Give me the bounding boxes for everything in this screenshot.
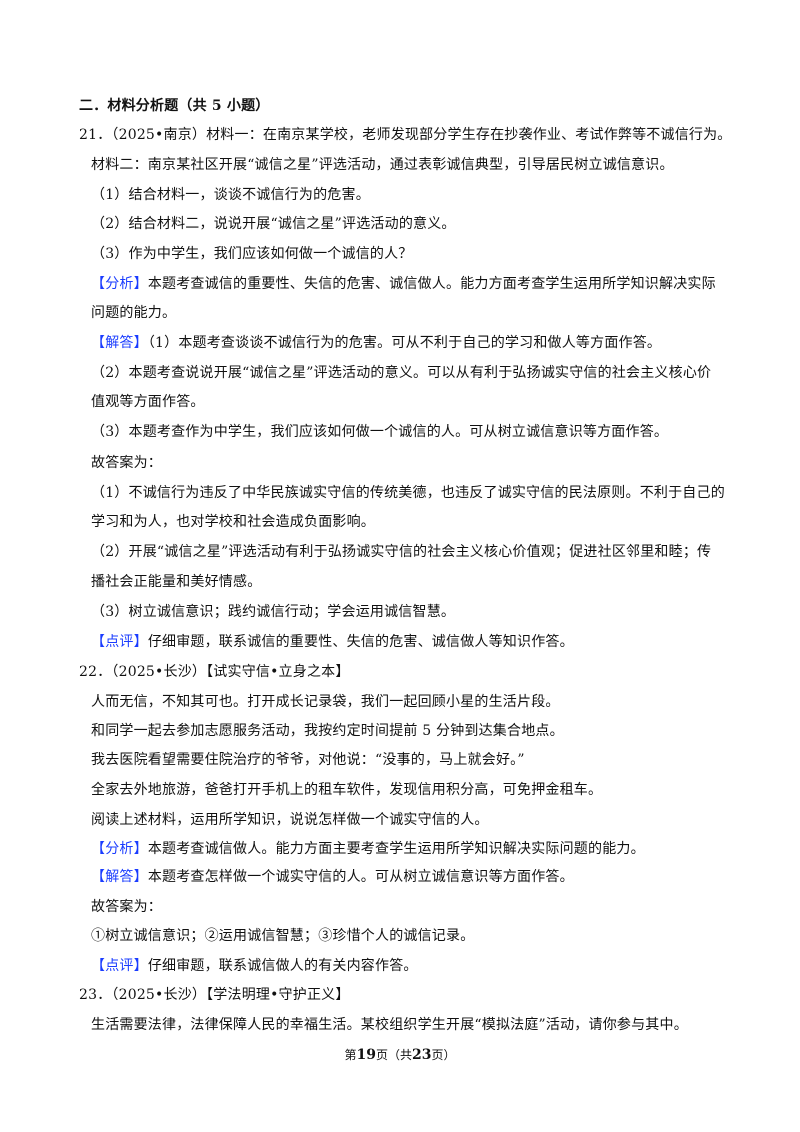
text-line: （2）本题考查说说开展“诚信之星”评选活动的意义。可以从有利于弘扬诚实守信的社会… xyxy=(91,364,711,382)
section-tag: 【分析】 xyxy=(91,276,148,292)
text-line: 材料二：南京某社区开展“诚信之星”评选活动，通过表彰诚信典型，引导居民树立诚信意… xyxy=(91,156,674,174)
line-text: 生活需要法律，法律保障人民的幸福生活。某校组织学生开展“模拟法庭”活动，请你参与… xyxy=(91,1017,688,1033)
page-footer: 第19页（共23页） xyxy=(0,1046,800,1063)
section-tag: 【解答】 xyxy=(91,335,148,351)
line-text: 材料二：南京某社区开展“诚信之星”评选活动，通过表彰诚信典型，引导居民树立诚信意… xyxy=(91,157,674,173)
section-heading: 二．材料分析题（共 5 小题） xyxy=(79,98,270,114)
text-line: 阅读上述材料，运用所学知识，说说怎样做一个诚实守信的人。 xyxy=(91,811,489,829)
text-line: 值观等方面作答。 xyxy=(91,393,205,411)
text-line: 22．（2025•长沙）【试实守信•立身之本】 xyxy=(79,663,350,681)
footer-prefix: 第 xyxy=(344,1048,357,1062)
line-text: 阅读上述材料，运用所学知识，说说怎样做一个诚实守信的人。 xyxy=(91,812,489,828)
text-line: 人而无信，不知其可也。打开成长记录袋，我们一起回顾小星的生活片段。 xyxy=(91,693,560,711)
text-line: 我去医院看望需要住院治疗的爷爷，对他说：“没事的，马上就会好。” xyxy=(91,751,525,769)
text-line: 【分析】本题考查诚信做人。能力方面主要考查学生运用所学知识解决实际问题的能力。 xyxy=(91,840,645,858)
line-text: （1）不诚信行为违反了中华民族诚实守信的传统美德，也违反了诚实守信的民法原则。不… xyxy=(91,485,725,501)
line-text: 我去医院看望需要住院治疗的爷爷，对他说：“没事的，马上就会好。” xyxy=(91,752,525,768)
line-text: （2）开展“诚信之星”评选活动有利于弘扬诚实守信的社会主义核心价值观；促进社区邻… xyxy=(91,544,712,560)
line-text: 全家去外地旅游，爸爸打开手机上的租车软件，发现信用积分高，可免押金租车。 xyxy=(91,782,603,798)
text-line: 生活需要法律，法律保障人民的幸福生活。某校组织学生开展“模拟法庭”活动，请你参与… xyxy=(91,1016,688,1034)
line-text: 问题的能力。 xyxy=(91,305,177,321)
line-text: 仔细审题，联系诚信做人的有关内容作答。 xyxy=(147,958,418,974)
text-line: 21．（2025•南京）材料一：在南京某学校，老师发现部分学生存在抄袭作业、考试… xyxy=(79,126,732,144)
footer-suffix: 页） xyxy=(431,1048,456,1062)
section-tag: 【点评】 xyxy=(91,634,148,650)
line-text: （2）结合材料二，说说开展“诚信之星”评选活动的意义。 xyxy=(91,216,456,232)
line-text: （2）本题考查说说开展“诚信之星”评选活动的意义。可以从有利于弘扬诚实守信的社会… xyxy=(91,365,712,381)
text-line: 【点评】仔细审题，联系诚信的重要性、失信的危害、诚信做人等知识作答。 xyxy=(91,633,574,651)
text-line: 学习和为人，也对学校和社会造成负面影响。 xyxy=(91,513,375,531)
text-line: （3）本题考查作为中学生，我们应该如何做一个诚信的人。可从树立诚信意识等方面作答… xyxy=(91,423,668,441)
line-text: 23．（2025•长沙）【学法明理•守护正义】 xyxy=(79,987,350,1003)
text-line: 全家去外地旅游，爸爸打开手机上的租车软件，发现信用积分高，可免押金租车。 xyxy=(91,781,602,799)
line-text: 本题考查诚信的重要性、失信的危害、诚信做人。能力方面考查学生运用所学知识解决实际 xyxy=(147,276,716,292)
section-tag: 【分析】 xyxy=(91,841,148,857)
line-text: 22．（2025•长沙）【试实守信•立身之本】 xyxy=(79,664,350,680)
line-text: （3）作为中学生，我们应该如何做一个诚信的人？ xyxy=(91,246,413,262)
line-text: 本题考查诚信做人。能力方面主要考查学生运用所学知识解决实际问题的能力。 xyxy=(147,841,645,857)
line-text: 学习和为人，也对学校和社会造成负面影响。 xyxy=(91,514,375,530)
section-tag: 【解答】 xyxy=(91,869,148,885)
footer-mid: 页（共 xyxy=(375,1048,412,1062)
line-text: （3）树立诚信意识；践约诚信行动；学会运用诚信智慧。 xyxy=(91,604,456,620)
text-line: （1）结合材料一，谈谈不诚信行为的危害。 xyxy=(91,186,370,204)
text-line: 问题的能力。 xyxy=(91,304,176,322)
line-text: （1）本题考查谈谈不诚信行为的危害。可从不利于自己的学习和做人等方面作答。 xyxy=(147,335,662,351)
text-line: 23．（2025•长沙）【学法明理•守护正义】 xyxy=(79,986,350,1004)
line-text: 播社会正能量和美好情感。 xyxy=(91,574,262,590)
line-text: 值观等方面作答。 xyxy=(91,394,205,410)
text-line: （3）作为中学生，我们应该如何做一个诚信的人？ xyxy=(91,245,413,263)
line-text: 21．（2025•南京）材料一：在南京某学校，老师发现部分学生存在抄袭作业、考试… xyxy=(79,127,732,143)
page-number: 19 xyxy=(356,1047,376,1063)
text-line: （2）结合材料二，说说开展“诚信之星”评选活动的意义。 xyxy=(91,215,456,233)
text-line: 【分析】本题考查诚信的重要性、失信的危害、诚信做人。能力方面考查学生运用所学知识… xyxy=(91,275,716,293)
page-total: 23 xyxy=(412,1047,432,1063)
text-line: 【点评】仔细审题，联系诚信做人的有关内容作答。 xyxy=(91,957,418,975)
line-text: （3）本题考查作为中学生，我们应该如何做一个诚信的人。可从树立诚信意识等方面作答… xyxy=(91,424,669,440)
line-text: ①树立诚信意识；②运用诚信智慧；③珍惜个人的诚信记录。 xyxy=(91,928,475,944)
text-line: （1）不诚信行为违反了中华民族诚实守信的传统美德，也违反了诚实守信的民法原则。不… xyxy=(91,484,725,502)
line-text: 故答案为： xyxy=(91,899,162,915)
text-line: 【解答】（1）本题考查谈谈不诚信行为的危害。可从不利于自己的学习和做人等方面作答… xyxy=(91,334,661,352)
line-text: （1）结合材料一，谈谈不诚信行为的危害。 xyxy=(91,187,370,203)
section-tag: 【点评】 xyxy=(91,958,148,974)
text-line: （3）树立诚信意识；践约诚信行动；学会运用诚信智慧。 xyxy=(91,603,455,621)
text-line: （2）开展“诚信之星”评选活动有利于弘扬诚实守信的社会主义核心价值观；促进社区邻… xyxy=(91,543,711,561)
line-text: 人而无信，不知其可也。打开成长记录袋，我们一起回顾小星的生活片段。 xyxy=(91,694,560,710)
text-line: ①树立诚信意识；②运用诚信智慧；③珍惜个人的诚信记录。 xyxy=(91,927,474,945)
text-line: 和同学一起去参加志愿服务活动，我按约定时间提前 5 分钟到达集合地点。 xyxy=(91,722,564,740)
text-line: 【解答】本题考查怎样做一个诚实守信的人。可从树立诚信意识等方面作答。 xyxy=(91,868,574,886)
text-line: 故答案为： xyxy=(91,454,162,472)
text-line: 故答案为： xyxy=(91,898,162,916)
line-text: 仔细审题，联系诚信的重要性、失信的危害、诚信做人等知识作答。 xyxy=(147,634,574,650)
text-line: 播社会正能量和美好情感。 xyxy=(91,573,261,591)
line-text: 故答案为： xyxy=(91,455,162,471)
line-text: 和同学一起去参加志愿服务活动，我按约定时间提前 5 分钟到达集合地点。 xyxy=(91,723,564,739)
line-text: 本题考查怎样做一个诚实守信的人。可从树立诚信意识等方面作答。 xyxy=(147,869,574,885)
